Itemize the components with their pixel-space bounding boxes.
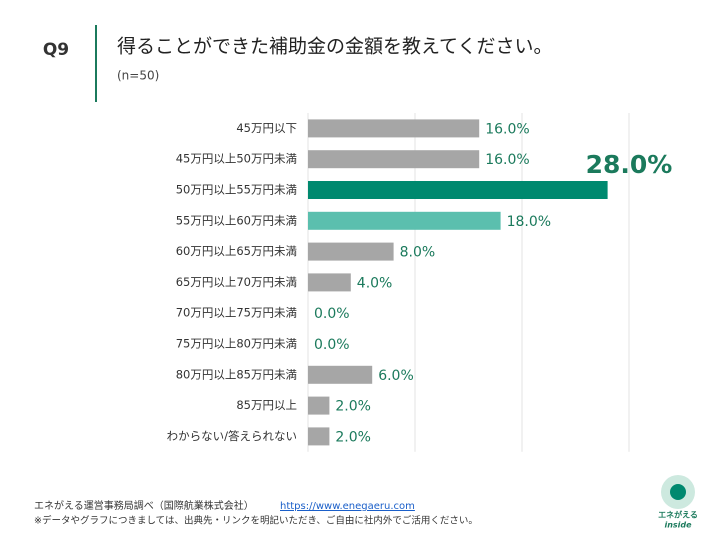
value-label: 18.0% [507, 214, 551, 230]
y-tick-label: 45万円以下 [236, 121, 297, 135]
value-label: 6.0% [378, 368, 414, 384]
y-tick-label: 55万円以上60万円未満 [176, 213, 297, 227]
y-tick-label: 85万円以上 [236, 398, 297, 412]
y-tick-label: 45万円以上50万円未満 [176, 152, 297, 166]
value-label: 4.0% [357, 275, 393, 291]
bar [308, 181, 608, 199]
bar [308, 365, 373, 384]
y-tick-label: 80万円以上85万円未満 [176, 367, 297, 381]
value-label: 16.0% [485, 121, 529, 137]
question-number: Q9 [43, 40, 69, 60]
value-label: 0.0% [314, 337, 350, 353]
source: エネがえる運営事務局調べ（国際航業株式会社） [34, 499, 254, 512]
bar [308, 396, 330, 415]
y-tick-label: わからない/答えられない [167, 429, 297, 443]
title: 得ることができた補助金の金額を教えてください。 [117, 36, 552, 58]
y-tick-label: 50万円以上55万円未満 [176, 183, 297, 197]
value-label: 16.0% [485, 152, 529, 168]
logo-icon-core [670, 484, 686, 500]
value-label: 0.0% [314, 306, 350, 322]
source-link[interactable]: https://www.enegaeru.com [280, 501, 415, 512]
value-label: 28.0% [586, 150, 673, 179]
y-tick-label: 65万円以上70万円未満 [176, 275, 297, 289]
bar [308, 242, 394, 261]
bar [308, 427, 330, 446]
value-label: 2.0% [335, 429, 371, 445]
bar [308, 150, 480, 169]
logo-name: エネがえる [658, 510, 698, 520]
y-tick-label: 60万円以上65万円未満 [176, 244, 297, 258]
bar [308, 273, 351, 292]
plot: 45万円以下 16.0% 45万円以上50万円未満 16.0% 50万円以上55万円未満… [167, 113, 673, 452]
logo-sub: inside [664, 521, 692, 530]
y-tick-label: 75万円以上80万円未満 [176, 337, 297, 351]
bar [308, 119, 480, 138]
value-label: 8.0% [400, 245, 436, 261]
bar [308, 211, 501, 230]
sample-size: (n=50) [117, 69, 159, 83]
value-label: 2.0% [335, 399, 371, 415]
y-tick-label: 70万円以上75万円未満 [176, 306, 297, 320]
usage-note: ※データやグラフにつきましては、出典先・リンクを明記いただき、ご自由に社内外でご… [34, 515, 478, 527]
